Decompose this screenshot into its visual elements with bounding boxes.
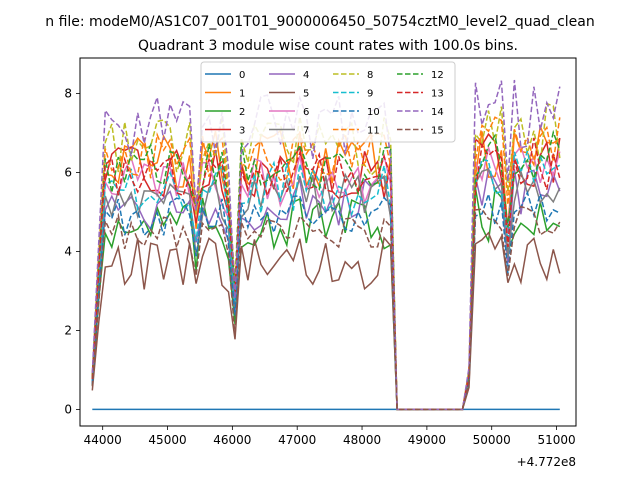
legend-label-1: 1 [239, 89, 245, 100]
series-line-15 [91, 205, 561, 411]
legend-label-0: 0 [239, 70, 245, 81]
y-tick-label: 4 [64, 244, 72, 258]
y-tick-label: 6 [64, 166, 72, 180]
x-tick-label: 49000 [408, 433, 446, 447]
x-tick-label: 47000 [278, 433, 316, 447]
legend-label-3: 3 [239, 126, 245, 137]
legend-label-14: 14 [431, 107, 444, 118]
series-line-6 [91, 144, 561, 411]
y-tick-label: 2 [64, 323, 72, 337]
legend-label-4: 4 [303, 70, 309, 81]
x-tick-label: 46000 [213, 433, 251, 447]
legend-label-8: 8 [367, 70, 373, 81]
legend-label-6: 6 [303, 107, 309, 118]
series-line-10 [91, 190, 561, 411]
legend-box [200, 61, 456, 143]
figure-suptitle: n file: modeM0/AS1C07_001T01_9000006450_… [45, 14, 594, 30]
series-line-3 [91, 132, 561, 411]
legend-label-10: 10 [367, 107, 380, 118]
series-line-5 [91, 231, 561, 411]
x-tick-label: 50000 [473, 433, 511, 447]
series-line-11 [91, 116, 561, 411]
y-tick-label: 0 [64, 402, 72, 416]
series-line-12 [91, 129, 561, 411]
x-tick-label: 51000 [537, 433, 575, 447]
axes-frame [79, 57, 577, 427]
legend-label-13: 13 [431, 89, 444, 100]
legend-label-9: 9 [367, 89, 373, 100]
x-tick-label: 44000 [84, 433, 122, 447]
series-line-9 [91, 150, 561, 411]
legend-label-7: 7 [303, 126, 309, 137]
series-line-2 [91, 188, 561, 411]
series-line-13 [91, 137, 561, 411]
legend-label-2: 2 [239, 107, 245, 118]
legend-label-12: 12 [431, 70, 444, 81]
x-offset-label: +4.772e8 [517, 455, 576, 469]
legend-label-15: 15 [431, 126, 444, 137]
x-axis: 44000 45000 46000 47000 48000 49000 50000 51000 [84, 426, 576, 447]
y-axis: 0 2 4 6 8 [64, 87, 80, 416]
y-tick-label: 8 [64, 87, 72, 101]
x-tick-label: 45000 [148, 433, 186, 447]
plot-series [91, 79, 561, 411]
x-tick-label: 48000 [343, 433, 381, 447]
legend-label-11: 11 [367, 126, 380, 137]
series-line-8 [91, 102, 561, 411]
legend-label-5: 5 [303, 89, 309, 100]
chart-title: Quadrant 3 module wise count rates with … [138, 38, 518, 54]
